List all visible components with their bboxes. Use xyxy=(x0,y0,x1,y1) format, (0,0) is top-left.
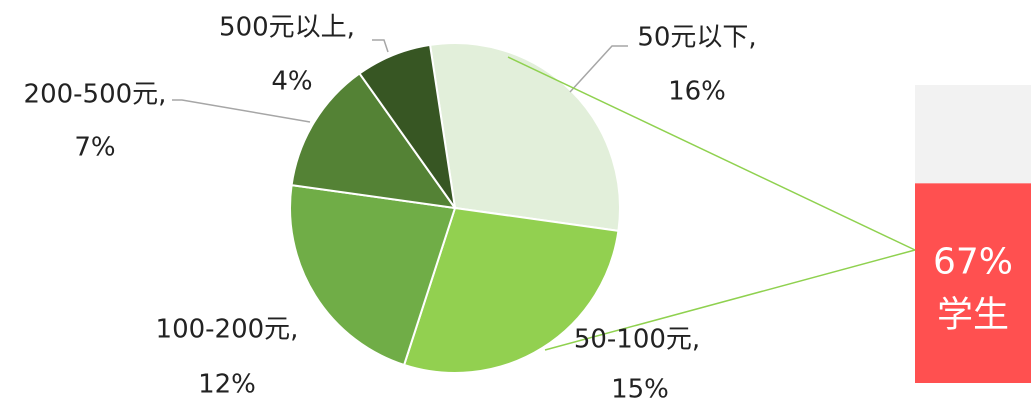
connector-lines xyxy=(507,56,916,351)
bar-value-label: 67% xyxy=(933,241,1013,282)
bar-segment xyxy=(915,183,1031,383)
leader-line xyxy=(569,45,628,93)
category-label: 200-500元, xyxy=(24,80,167,110)
pie-slice xyxy=(289,184,457,367)
pie-slice xyxy=(402,206,620,374)
pie-slice xyxy=(358,43,456,209)
labels: 50元以下, 16% 50-100元, 15% 100-200元, 12% 200-500元… xyxy=(24,13,1031,405)
category-label: 50-100元, xyxy=(574,325,700,355)
category-label: 500元以上, xyxy=(219,13,355,43)
connector-line xyxy=(544,249,916,351)
value-label: 7% xyxy=(74,133,115,163)
category-label: 50元以下, xyxy=(637,23,756,53)
leader-line xyxy=(172,99,311,123)
pie-slice xyxy=(290,72,458,210)
category-label: 100-200元, xyxy=(156,315,299,345)
pie-slice xyxy=(428,42,621,232)
value-label: 15% xyxy=(611,375,669,405)
value-label: 12% xyxy=(198,370,256,400)
pie xyxy=(289,42,621,374)
leader-lines xyxy=(172,39,628,123)
bar-category-label: 学生 xyxy=(937,294,1009,335)
value-label: 16% xyxy=(668,77,726,107)
leader-line xyxy=(372,39,389,53)
connector-line xyxy=(507,56,916,251)
value-label: 4% xyxy=(271,67,312,97)
bar-segment xyxy=(915,85,1031,184)
